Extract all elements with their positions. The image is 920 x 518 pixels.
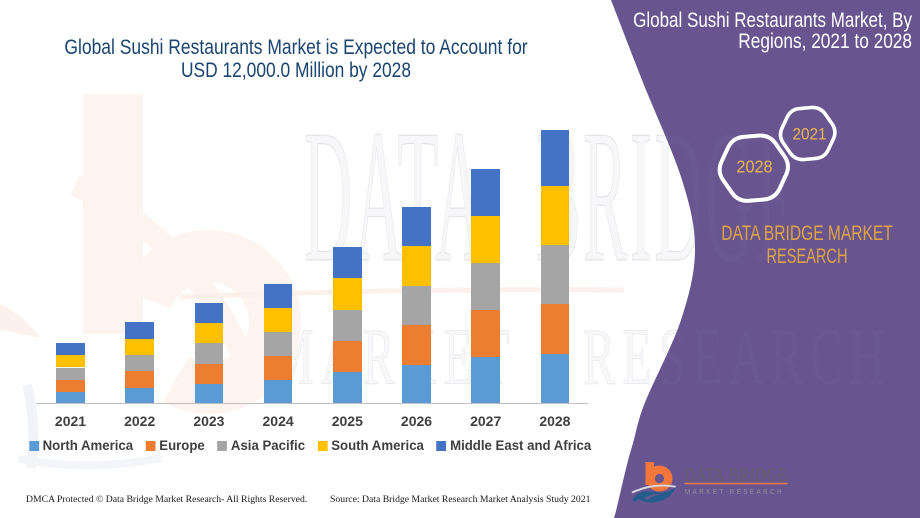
svg-text:DATA BRIDGE: DATA BRIDGE: [685, 466, 788, 486]
svg-text:MARKET RESEARCH: MARKET RESEARCH: [271, 313, 891, 402]
svg-text:2028: 2028: [736, 157, 772, 177]
svg-text:MARKET RESEARCH: MARKET RESEARCH: [685, 487, 784, 496]
svg-text:2021: 2021: [792, 126, 826, 144]
